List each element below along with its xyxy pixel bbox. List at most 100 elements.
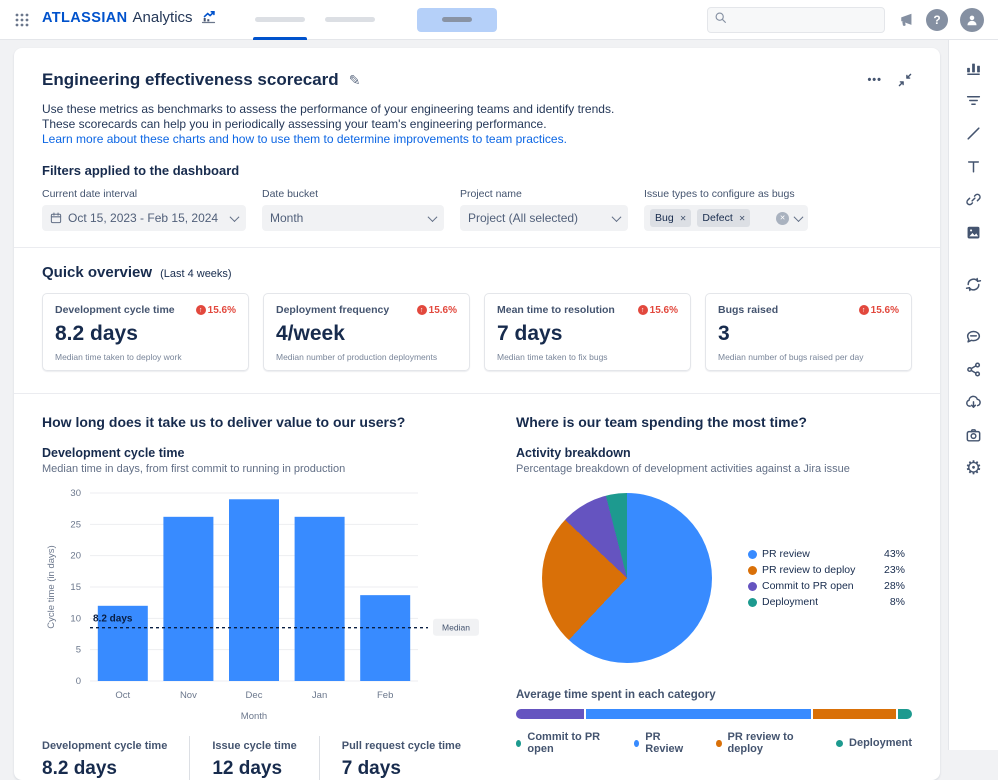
chevron-down-icon xyxy=(611,211,622,222)
legend-dot xyxy=(748,597,757,607)
time-spent-stacked-bar xyxy=(516,709,912,719)
collapse-icon[interactable] xyxy=(898,73,912,87)
metric-title: Development cycle time xyxy=(55,304,175,316)
stacked-segment xyxy=(898,709,912,719)
cloud-download-icon[interactable] xyxy=(961,389,987,415)
section-question-right: Where is our team spending the most time… xyxy=(516,414,807,430)
svg-text:Cycle time (in days): Cycle time (in days) xyxy=(46,545,57,628)
dashboard-card: Engineering effectiveness scorecard ✎ ••… xyxy=(14,48,940,780)
stat-development-cycle-time: Development cycle time 8.2 days xyxy=(42,736,189,780)
stat-value: 8.2 days xyxy=(42,758,117,779)
pie-chart-subtitle: Percentage breakdown of development acti… xyxy=(516,463,850,475)
delta-up-badge: 15.6% xyxy=(196,305,236,316)
legend-label: Commit to PR open xyxy=(762,580,854,592)
metric-value: 4/week xyxy=(276,322,345,345)
remove-chip-icon[interactable] xyxy=(680,214,687,223)
metric-cards-row: Development cycle time 15.6% 8.2 days Me… xyxy=(42,293,912,371)
issue-types-multiselect[interactable]: Bug Defect xyxy=(644,205,808,231)
help-icon[interactable]: ? xyxy=(926,8,948,31)
svg-text:30: 30 xyxy=(70,488,81,499)
line-tool-icon[interactable] xyxy=(961,120,987,146)
metric-title: Bugs raised xyxy=(718,304,779,316)
page-title: Engineering effectiveness scorecard xyxy=(42,70,339,89)
sync-icon[interactable] xyxy=(961,271,987,297)
metric-title: Deployment frequency xyxy=(276,304,390,316)
bar-chart-icon[interactable] xyxy=(961,54,987,80)
nav-tab-2[interactable] xyxy=(323,0,377,40)
stat-issue-cycle-time: Issue cycle time 12 days xyxy=(189,736,318,780)
date-interval-value: Oct 15, 2023 - Feb 15, 2024 xyxy=(68,211,219,225)
remove-chip-icon[interactable] xyxy=(739,214,746,223)
chip-label: Bug xyxy=(655,212,674,224)
legend-label: PR Review xyxy=(645,731,684,755)
clear-all-icon[interactable] xyxy=(776,211,789,225)
legend-dot xyxy=(633,739,640,747)
learn-more-link[interactable]: Learn more about these charts and how to… xyxy=(42,132,567,146)
legend-item: PR review to deploy xyxy=(716,731,808,755)
metric-card-mean-time-resolution: Mean time to resolution 15.6% 7 days Med… xyxy=(484,293,691,371)
nav-tab-highlighted[interactable] xyxy=(416,7,497,32)
svg-text:Jan: Jan xyxy=(312,690,327,701)
search-input[interactable] xyxy=(732,12,878,27)
legend-item: PR review 43% xyxy=(748,548,905,560)
image-icon[interactable] xyxy=(961,219,987,245)
filter-icon[interactable] xyxy=(961,87,987,113)
activity-breakdown-pie-chart xyxy=(542,493,712,663)
atlassian-analytics-logo[interactable]: ATLASSIAN Analytics xyxy=(42,9,217,30)
app-switcher-icon[interactable] xyxy=(14,12,30,28)
metric-card-deploy-frequency: Deployment frequency 15.6% 4/week Median… xyxy=(263,293,470,371)
link-icon[interactable] xyxy=(961,186,987,212)
avatar[interactable] xyxy=(960,7,984,32)
metric-value: 3 xyxy=(718,322,730,345)
date-bucket-dropdown[interactable]: Month xyxy=(262,205,444,231)
svg-text:Dec: Dec xyxy=(246,690,263,701)
date-bucket-value: Month xyxy=(270,211,304,225)
date-interval-dropdown[interactable]: Oct 15, 2023 - Feb 15, 2024 xyxy=(42,205,246,231)
legend-item: Deployment xyxy=(836,731,912,755)
project-dropdown[interactable]: Project (All selected) xyxy=(460,205,628,231)
issue-type-chip[interactable]: Defect xyxy=(697,209,751,227)
metric-description: Median time taken to fix bugs xyxy=(497,352,608,362)
nav-tab-active[interactable] xyxy=(252,0,307,40)
text-tool-icon[interactable] xyxy=(961,153,987,179)
svg-text:Month: Month xyxy=(241,711,267,721)
stacked-segment xyxy=(516,709,585,719)
bar-chart-subtitle: Median time in days, from first commit t… xyxy=(42,463,346,475)
metric-value: 8.2 days xyxy=(55,322,138,345)
svg-text:25: 25 xyxy=(70,519,81,530)
stacked-bar-legend: Commit to PR open PR Review PR review to… xyxy=(516,731,912,755)
development-cycle-time-bar-chart: 0 5 10 15 20 25 30 Oct Nov Dec Jan Feb 8.2 days Media… xyxy=(46,488,479,722)
bar-chart-title: Development cycle time xyxy=(42,446,185,460)
edit-title-icon[interactable]: ✎ xyxy=(348,71,361,88)
pie-chart-title: Activity breakdown xyxy=(516,446,631,460)
settings-gear-icon[interactable]: ⚙ xyxy=(964,457,983,479)
product-name: Analytics xyxy=(132,9,193,26)
legend-label: Commit to PR open xyxy=(527,731,601,755)
legend-label: PR review to deploy xyxy=(727,731,794,755)
delta-up-badge: 15.6% xyxy=(638,305,678,316)
share-icon[interactable] xyxy=(961,356,987,382)
chevron-down-icon xyxy=(793,211,804,222)
legend-item: PR review to deploy 23% xyxy=(748,564,905,576)
svg-text:10: 10 xyxy=(70,613,81,624)
camera-icon[interactable] xyxy=(961,422,987,448)
dashboard-description: Use these metrics as benchmarks to asses… xyxy=(42,102,912,147)
search-icon xyxy=(714,11,727,29)
legend-dot xyxy=(516,739,522,747)
stacked-bar-title: Average time spent in each category xyxy=(516,689,716,701)
svg-text:Median: Median xyxy=(442,623,470,633)
search-field xyxy=(707,6,885,33)
megaphone-icon[interactable] xyxy=(897,11,914,28)
metric-card-bugs-raised: Bugs raised 15.6% 3 Median number of bug… xyxy=(705,293,912,371)
legend-value: 43% xyxy=(884,548,906,560)
comment-icon[interactable] xyxy=(961,323,987,349)
filter-label: Date bucket xyxy=(262,188,319,200)
filter-label: Issue types to configure as bugs xyxy=(644,188,795,200)
section-question-left: How long does it take us to deliver valu… xyxy=(42,414,406,430)
more-options-button[interactable]: ••• xyxy=(867,74,882,86)
legend-dot xyxy=(716,739,722,747)
legend-label: Deployment xyxy=(849,737,912,749)
svg-text:20: 20 xyxy=(70,551,81,562)
issue-type-chip[interactable]: Bug xyxy=(650,209,692,227)
delta-up-badge: 15.6% xyxy=(417,305,457,316)
